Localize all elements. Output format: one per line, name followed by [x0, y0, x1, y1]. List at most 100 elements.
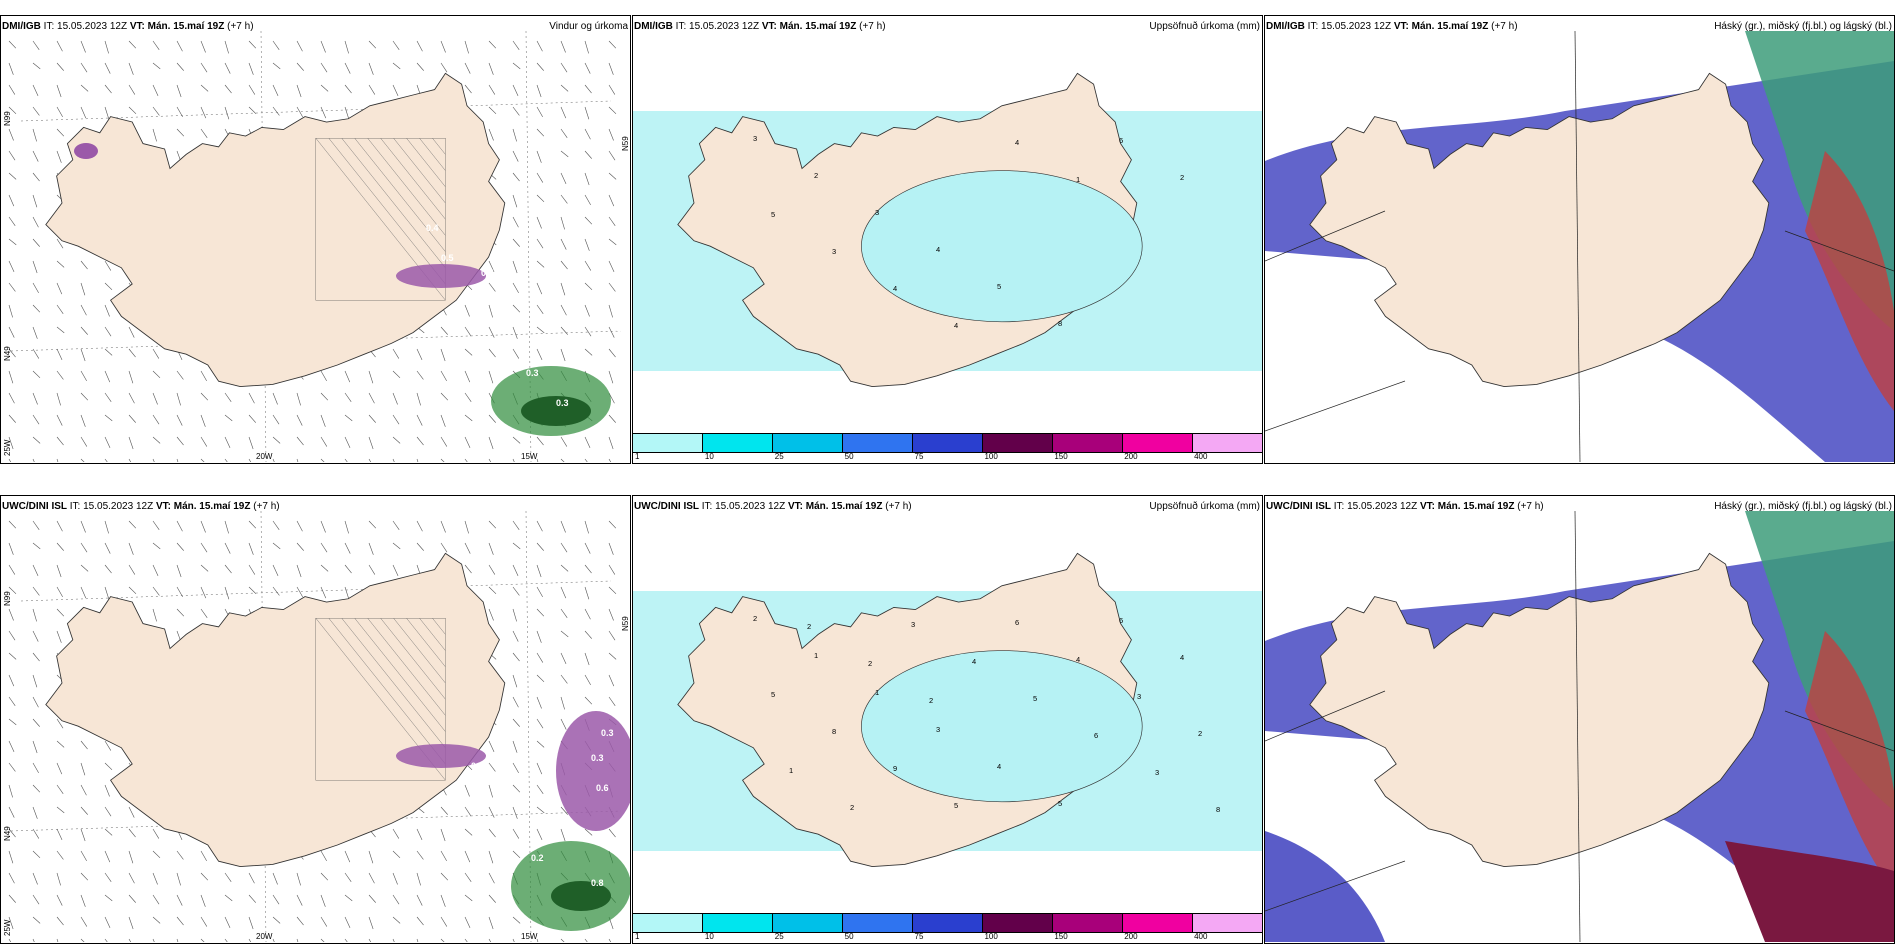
precip-value-label: 0.6 [541, 343, 554, 353]
precip-value: 4 [997, 762, 1001, 771]
precip-value: 6 [1119, 616, 1123, 625]
legend-tick: 1 [635, 932, 640, 941]
lead-time: (+7 h) [227, 21, 254, 32]
legend-swatch [1193, 434, 1262, 452]
lead-time: (+7 h) [859, 21, 886, 32]
model-label: UWC/DINI ISL [634, 501, 699, 512]
valid-time: VT: Mán. 15.maí 19Z [1393, 21, 1489, 32]
legend-swatch [633, 434, 703, 452]
precip-value: 6 [1015, 618, 1019, 627]
init-time: IT: 15.05.2023 12Z [1333, 501, 1418, 512]
panel-cloud-dmi: DMI/IGB IT: 15.05.2023 12Z VT: Mán. 15.m… [1264, 15, 1895, 464]
valid-time: VT: Mán. 15.maí 19Z [129, 21, 225, 32]
legend-swatch [913, 434, 983, 452]
precip-value: 5 [771, 690, 775, 699]
legend-swatch [913, 914, 983, 932]
precip-value-label: 0.2 [531, 853, 544, 863]
lon-label: 15W [521, 452, 538, 461]
iceland-landmass [1309, 72, 1770, 388]
legend-tick: 50 [844, 932, 854, 941]
precip-value: 5 [1058, 799, 1062, 808]
legend-tick: 200 [1124, 452, 1138, 461]
valid-time: VT: Mán. 15.maí 19Z [761, 21, 857, 32]
precip-value: 5 [1033, 694, 1037, 703]
precip-value-label: 0.3 [591, 753, 604, 763]
projection-lines [1265, 511, 1894, 942]
legend-ticks: 1 10 25 50 75 100 150 200 400 [633, 931, 1262, 943]
legend-tick: 200 [1124, 932, 1138, 941]
precip-map: 2 1 1 3 4 5 6 4 5 8 9 5 6 4 3 2 1 2 3 4 5 6 3 8 2 2 2 [633, 511, 1262, 942]
precip-value: 1 [814, 651, 818, 660]
init-time: IT: 15.05.2023 12Z [675, 21, 760, 32]
legend-tick: 100 [984, 452, 998, 461]
model-label: UWC/DINI ISL [1266, 501, 1331, 512]
panel-header: DMI/IGB IT: 15.05.2023 12Z VT: Mán. 15.m… [634, 21, 1260, 37]
precip-value: 4 [954, 321, 958, 330]
legend-tick: 75 [914, 452, 924, 461]
precip-value-label: 0.3 [601, 728, 614, 738]
legend-swatch [983, 914, 1053, 932]
lead-time: (+7 h) [253, 501, 280, 512]
model-label: UWC/DINI ISL [2, 501, 67, 512]
model-label: DMI/IGB [1266, 21, 1305, 32]
precip-value: 3 [753, 134, 757, 143]
precip-value-label: 0.3 [611, 323, 624, 333]
wind-map: 0.4 0.5 0.7 0.6 0.3 0.3 0.3 N99 N49 N59 25W 20W 15W [1, 31, 630, 462]
precip-value: 2 [1198, 729, 1202, 738]
legend-swatch [843, 434, 913, 452]
panel-header: DMI/IGB IT: 15.05.2023 12Z VT: Mán. 15.m… [2, 21, 628, 37]
precip-areas [396, 711, 630, 931]
legend-tick: 400 [1194, 932, 1208, 941]
legend-tick: 25 [774, 932, 784, 941]
precip-value-label: 0.7 [481, 268, 494, 278]
precip-value: 8 [1216, 805, 1220, 814]
iceland-landmass [45, 552, 506, 868]
panel-title: Uppsöfnuð úrkoma (mm) [1149, 21, 1260, 32]
precip-value: 6 [1094, 731, 1098, 740]
cloud-map [1265, 31, 1894, 462]
lat-label: N99 [3, 591, 12, 606]
precip-value: 1 [875, 688, 879, 697]
panel-title: Háský (gr.), miðský (fj.bl.) og lágský (… [1714, 21, 1892, 32]
precip-value: 2 [868, 659, 872, 668]
precip-value: 3 [936, 725, 940, 734]
precip-value: 4 [1015, 138, 1019, 147]
legend-swatch [703, 914, 773, 932]
legend-swatch [773, 434, 843, 452]
precip-value: 5 [954, 801, 958, 810]
precip-value: 5 [771, 210, 775, 219]
legend-swatch [1193, 914, 1262, 932]
precip-areas [74, 143, 611, 436]
model-label: DMI/IGB [634, 21, 673, 32]
precip-value-label: 0.3 [526, 368, 539, 378]
panel-cloud-uwc: UWC/DINI ISL IT: 15.05.2023 12Z VT: Mán.… [1264, 495, 1895, 944]
legend-ticks: 1 10 25 50 75 100 150 200 400 [633, 451, 1262, 463]
lon-label: 20W [256, 932, 273, 941]
precip-value-label: 0.8 [591, 878, 604, 888]
lat-label: N59 [621, 136, 630, 151]
precip-value: 8 [1058, 319, 1062, 328]
lat-label: N49 [3, 826, 12, 841]
legend-tick: 10 [704, 452, 714, 461]
precip-value: 2 [1180, 173, 1184, 182]
lat-label: 25W [3, 919, 12, 936]
legend-tick: 150 [1054, 932, 1068, 941]
lon-label: 20W [256, 452, 273, 461]
precip-value: 2 [929, 696, 933, 705]
precip-value: 4 [936, 245, 940, 254]
legend-colorbar [633, 433, 1262, 453]
init-time: IT: 15.05.2023 12Z [43, 21, 128, 32]
panel-header: UWC/DINI ISL IT: 15.05.2023 12Z VT: Mán.… [1266, 501, 1892, 517]
legend-tick: 10 [704, 932, 714, 941]
lat-label: 25W [3, 439, 12, 456]
precip-value: 4 [972, 657, 976, 666]
legend-tick: 50 [844, 452, 854, 461]
panel-header: UWC/DINI ISL IT: 15.05.2023 12Z VT: Mán.… [634, 501, 1260, 517]
precip-value: 2 [814, 171, 818, 180]
panel-precip-dmi: DMI/IGB IT: 15.05.2023 12Z VT: Mán. 15.m… [632, 15, 1263, 464]
legend-swatch [773, 914, 843, 932]
legend-tick: 25 [774, 452, 784, 461]
precip-value: 4 [1180, 653, 1184, 662]
panel-title: Háský (gr.), miðský (fj.bl.) og lágský (… [1714, 501, 1892, 512]
